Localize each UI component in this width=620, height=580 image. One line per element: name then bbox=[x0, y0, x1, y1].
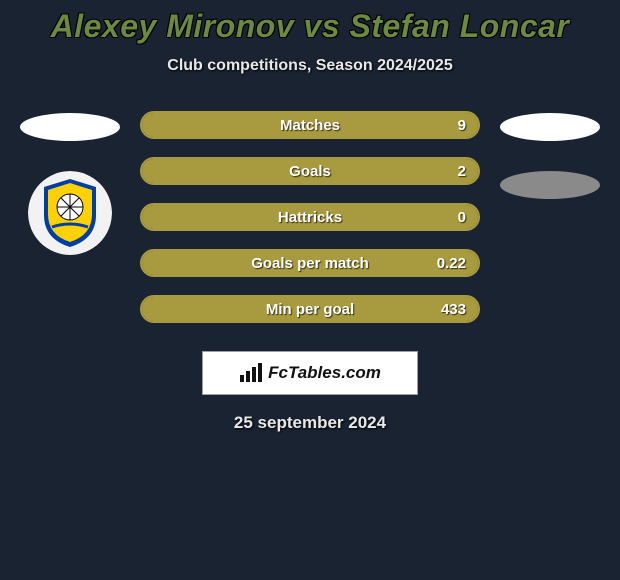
stat-value: 9 bbox=[458, 117, 466, 134]
right-flag-icon bbox=[500, 113, 600, 141]
club-crest-icon bbox=[28, 171, 112, 255]
comparison-card: Alexey Mironov vs Stefan Loncar Club com… bbox=[0, 0, 620, 433]
stat-value: 2 bbox=[458, 163, 466, 180]
stat-bar: Min per goal 433 bbox=[140, 295, 480, 323]
stat-label: Hattricks bbox=[278, 209, 342, 226]
subtitle: Club competitions, Season 2024/2025 bbox=[0, 57, 620, 75]
left-club-badge bbox=[28, 171, 112, 255]
watermark-text: FcTables.com bbox=[268, 363, 381, 383]
page-title: Alexey Mironov vs Stefan Loncar bbox=[0, 8, 620, 45]
right-column bbox=[500, 111, 600, 199]
stat-value: 0.22 bbox=[437, 255, 466, 272]
stats-bars: Matches 9 Goals 2 Hattricks 0 Goals per … bbox=[140, 111, 480, 323]
stat-label: Min per goal bbox=[266, 301, 354, 318]
layout: Matches 9 Goals 2 Hattricks 0 Goals per … bbox=[0, 111, 620, 323]
stat-label: Goals per match bbox=[251, 255, 369, 272]
date: 25 september 2024 bbox=[0, 413, 620, 433]
left-flag-icon bbox=[20, 113, 120, 141]
stat-value: 433 bbox=[441, 301, 466, 318]
watermark: FcTables.com bbox=[202, 351, 418, 395]
stat-bar: Matches 9 bbox=[140, 111, 480, 139]
left-column bbox=[20, 111, 120, 255]
stat-label: Goals bbox=[289, 163, 331, 180]
stat-bar: Hattricks 0 bbox=[140, 203, 480, 231]
stat-value: 0 bbox=[458, 209, 466, 226]
stat-bar: Goals per match 0.22 bbox=[140, 249, 480, 277]
stat-bar: Goals 2 bbox=[140, 157, 480, 185]
stat-label: Matches bbox=[280, 117, 340, 134]
right-club-placeholder-icon bbox=[500, 171, 600, 199]
watermark-chart-icon bbox=[239, 363, 263, 383]
